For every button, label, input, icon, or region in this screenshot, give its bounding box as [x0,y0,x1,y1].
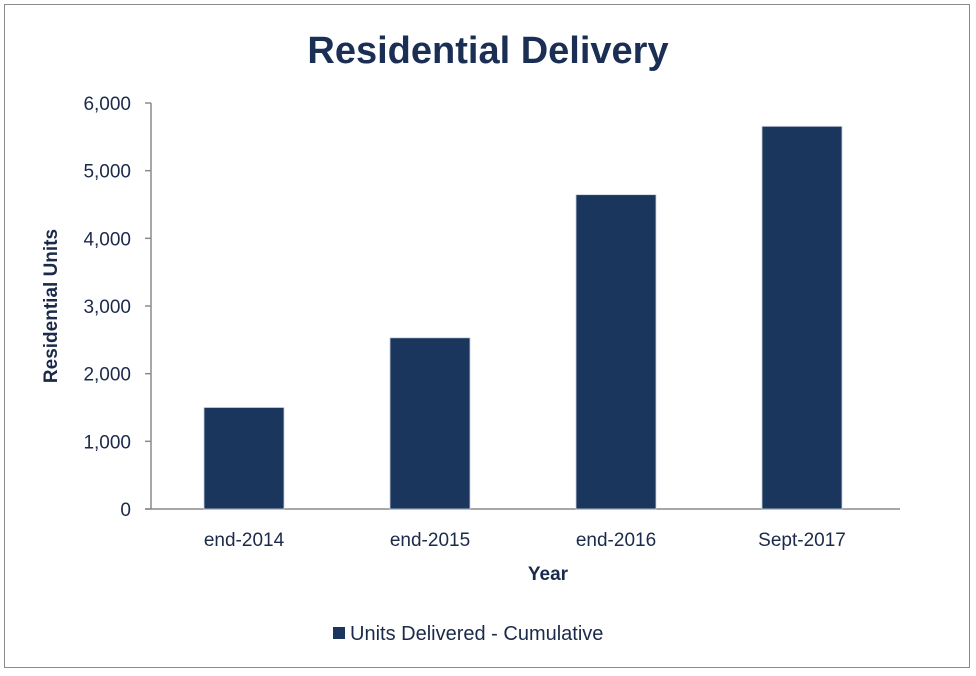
legend-label: Units Delivered - Cumulative [350,623,603,645]
x-axis-label: Year [528,564,569,585]
chart-frame [4,4,970,668]
bar-end-2015 [389,337,471,510]
y-axis-label: Residential Units [41,229,62,383]
bar-end-2014 [203,407,285,510]
chart-title: Residential Delivery [307,30,668,72]
x-tick-label: end-2014 [204,530,285,551]
y-tick-label: 3,000 [83,297,131,318]
y-tick-label: 4,000 [83,229,131,250]
y-tick-label: 1,000 [83,432,131,453]
x-tick-label: Sept-2017 [758,530,846,551]
x-tick-label: end-2016 [576,530,656,551]
bar-end-2016 [575,194,657,510]
y-tick-label: 2,000 [83,365,131,386]
legend-swatch [333,627,345,639]
x-tick-label: end-2015 [390,530,470,551]
bar-Sept-2017 [761,125,843,510]
y-tick-label: 5,000 [83,162,131,183]
y-tick-label: 0 [120,500,131,521]
y-tick-label: 6,000 [83,94,131,115]
